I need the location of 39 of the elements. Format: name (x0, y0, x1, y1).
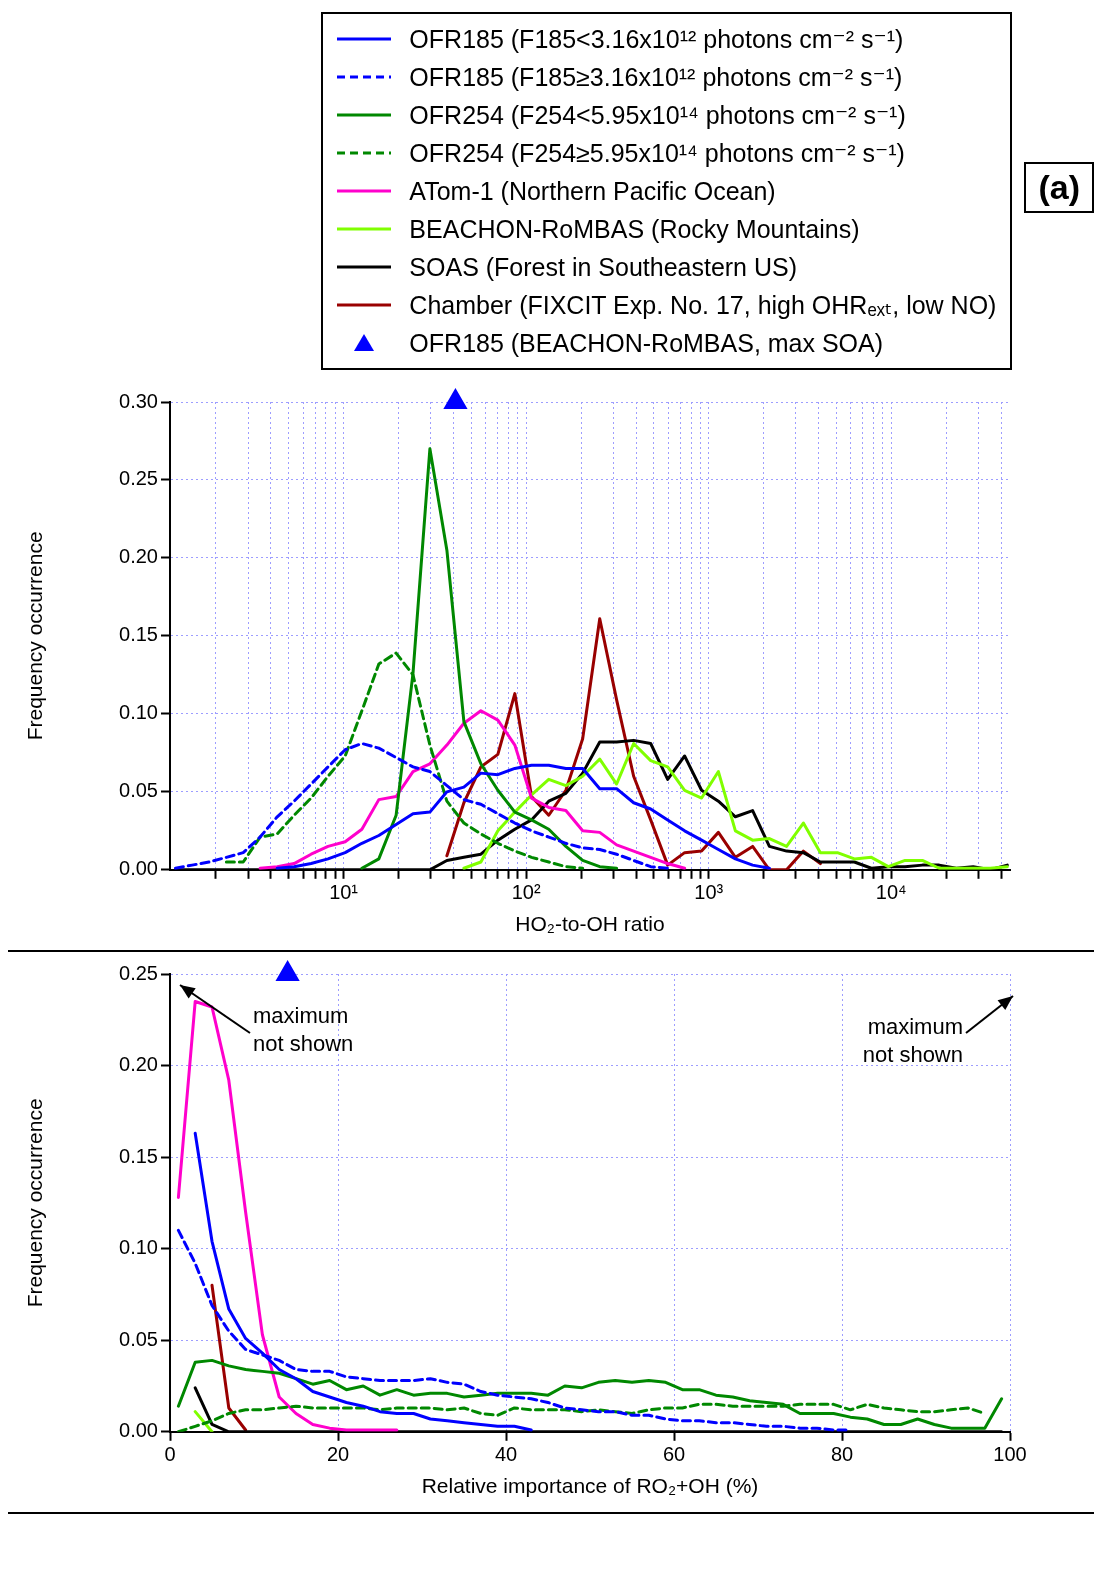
legend-label: OFR185 (F185<3.16x10¹² photons cm⁻² s⁻¹) (409, 24, 904, 54)
annotation: maximum not shown (253, 1003, 354, 1057)
y-tick-label: 0.10 (119, 701, 158, 724)
x-tick-label: 10⁴ (875, 881, 907, 904)
y-axis-title: Frequency occurrence (23, 531, 47, 741)
x-axis-title: HO₂-to-OH ratio (515, 912, 665, 936)
y-axis-title: Frequency occurrence (23, 1098, 47, 1308)
y-tick-label: 0.15 (119, 623, 158, 646)
x-tick-label: 60 (662, 1443, 686, 1466)
x-tick-label: 100 (993, 1443, 1027, 1466)
y-tick-label: 0.20 (119, 1053, 158, 1076)
x-tick-label: 0 (164, 1443, 176, 1466)
annotation: maximum not shown (862, 1014, 963, 1068)
legend-label: OFR185 (BEACHON-RoMBAS, max SOA) (409, 328, 884, 358)
legend-label: OFR254 (F254<5.95x10¹⁴ photons cm⁻² s⁻¹) (409, 100, 906, 130)
y-tick-label: 0.00 (119, 857, 158, 880)
x-axis-title: Relative importance of RO₂+OH (%) (421, 1474, 759, 1498)
y-tick-label: 0.15 (119, 1144, 158, 1167)
y-tick-label: 0.10 (119, 1236, 158, 1259)
legend-label: OFR254 (F254≥5.95x10¹⁴ photons cm⁻² s⁻¹) (409, 138, 905, 168)
text: (a) (1024, 162, 1094, 213)
legend-label: ATom-1 (Northern Pacific Ocean) (409, 176, 776, 206)
x-tick-label: 80 (830, 1443, 854, 1466)
legend-label: Chamber (FIXCIT Exp. No. 17, high OHRₑₓₜ, low NO) (409, 290, 997, 320)
y-tick-label: 0.25 (119, 961, 158, 984)
legend-label: SOAS (Forest in Southeastern US) (409, 252, 798, 282)
y-tick-label: 0.05 (119, 1327, 158, 1350)
y-tick-label: 0.05 (119, 779, 158, 802)
x-tick-label: 10² (511, 881, 541, 904)
y-tick-label: 0.00 (119, 1419, 158, 1442)
y-tick-label: 0.30 (119, 389, 158, 412)
y-tick-label: 0.25 (119, 467, 158, 490)
x-tick-label: 10¹ (329, 881, 359, 904)
legend-label: OFR185 (F185≥3.16x10¹² photons cm⁻² s⁻¹) (409, 62, 903, 92)
legend-label: BEACHON-RoMBAS (Rocky Mountains) (409, 214, 860, 244)
x-tick-label: 10³ (694, 881, 724, 904)
y-tick-label: 0.20 (119, 545, 158, 568)
x-tick-label: 40 (494, 1443, 518, 1466)
x-tick-label: 20 (326, 1443, 350, 1466)
